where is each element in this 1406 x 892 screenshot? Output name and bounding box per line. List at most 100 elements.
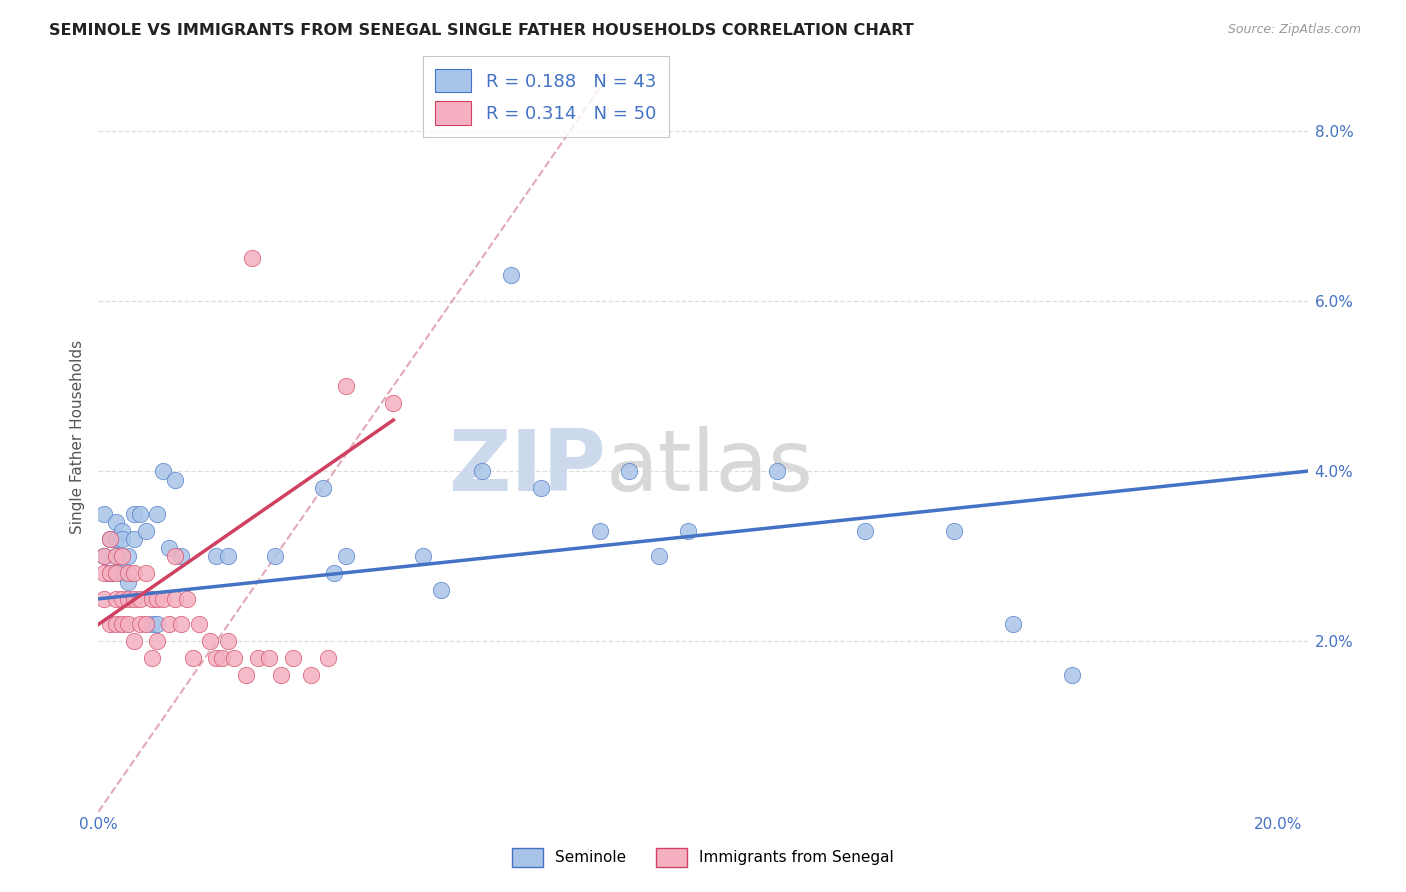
Point — [429, 583, 451, 598]
Point — [501, 268, 523, 283]
Point — [105, 591, 128, 606]
Point — [122, 533, 145, 547]
Text: SEMINOLE VS IMMIGRANTS FROM SENEGAL SINGLE FATHER HOUSEHOLDS CORRELATION CHART: SEMINOLE VS IMMIGRANTS FROM SENEGAL SING… — [49, 23, 914, 38]
Point — [105, 549, 128, 564]
Point — [152, 591, 174, 606]
Point — [217, 634, 239, 648]
Point — [412, 549, 434, 564]
Point — [117, 566, 139, 581]
Point — [93, 591, 115, 606]
Point — [311, 481, 333, 495]
Point — [141, 591, 163, 606]
Point — [105, 533, 128, 547]
Point — [211, 651, 233, 665]
Point — [128, 591, 150, 606]
Point — [382, 396, 405, 410]
Point — [181, 651, 204, 665]
Point — [146, 591, 169, 606]
Point — [98, 566, 121, 581]
Y-axis label: Single Father Households: Single Father Households — [69, 340, 84, 534]
Point — [105, 566, 128, 581]
Point — [589, 524, 612, 538]
Legend: Seminole, Immigrants from Senegal: Seminole, Immigrants from Senegal — [506, 842, 900, 872]
Point — [205, 549, 228, 564]
Point — [93, 549, 115, 564]
Point — [111, 533, 134, 547]
Text: Source: ZipAtlas.com: Source: ZipAtlas.com — [1227, 23, 1361, 37]
Point — [281, 651, 304, 665]
Point — [111, 549, 134, 564]
Point — [678, 524, 700, 538]
Point — [323, 566, 346, 581]
Point — [259, 651, 281, 665]
Point — [299, 668, 322, 682]
Point — [335, 379, 357, 393]
Point — [205, 651, 228, 665]
Point — [105, 617, 128, 632]
Point — [122, 591, 145, 606]
Point — [128, 507, 150, 521]
Point — [264, 549, 287, 564]
Point — [170, 617, 193, 632]
Point — [235, 668, 257, 682]
Point — [146, 617, 169, 632]
Point — [98, 566, 121, 581]
Point — [135, 617, 157, 632]
Point — [157, 617, 180, 632]
Point — [93, 566, 115, 581]
Point — [105, 549, 128, 564]
Point — [146, 507, 169, 521]
Point — [152, 464, 174, 478]
Point — [165, 591, 187, 606]
Legend: R = 0.188   N = 43, R = 0.314   N = 50: R = 0.188 N = 43, R = 0.314 N = 50 — [423, 56, 669, 137]
Point — [765, 464, 787, 478]
Point — [1060, 668, 1083, 682]
Point — [135, 524, 157, 538]
Point — [93, 507, 115, 521]
Point — [122, 566, 145, 581]
Point — [111, 591, 134, 606]
Point — [853, 524, 876, 538]
Point — [187, 617, 209, 632]
Point — [141, 651, 163, 665]
Point — [335, 549, 357, 564]
Point — [135, 566, 157, 581]
Point — [117, 549, 139, 564]
Point — [111, 617, 134, 632]
Point — [240, 252, 263, 266]
Point — [648, 549, 671, 564]
Point — [165, 473, 187, 487]
Point — [318, 651, 340, 665]
Point — [270, 668, 292, 682]
Point — [141, 617, 163, 632]
Point — [200, 634, 222, 648]
Point — [117, 591, 139, 606]
Point — [98, 533, 121, 547]
Point — [619, 464, 641, 478]
Point — [1001, 617, 1024, 632]
Point — [146, 634, 169, 648]
Text: ZIP: ZIP — [449, 425, 606, 508]
Point — [170, 549, 193, 564]
Point — [942, 524, 965, 538]
Point — [111, 524, 134, 538]
Point — [157, 541, 180, 555]
Point — [165, 549, 187, 564]
Point — [471, 464, 494, 478]
Point — [98, 617, 121, 632]
Point — [176, 591, 198, 606]
Point — [246, 651, 269, 665]
Point — [105, 515, 128, 529]
Point — [122, 507, 145, 521]
Point — [222, 651, 245, 665]
Point — [217, 549, 239, 564]
Point — [93, 549, 115, 564]
Point — [98, 533, 121, 547]
Text: atlas: atlas — [606, 425, 814, 508]
Point — [530, 481, 553, 495]
Point — [117, 617, 139, 632]
Point — [122, 634, 145, 648]
Point — [128, 617, 150, 632]
Point — [117, 574, 139, 589]
Point — [111, 566, 134, 581]
